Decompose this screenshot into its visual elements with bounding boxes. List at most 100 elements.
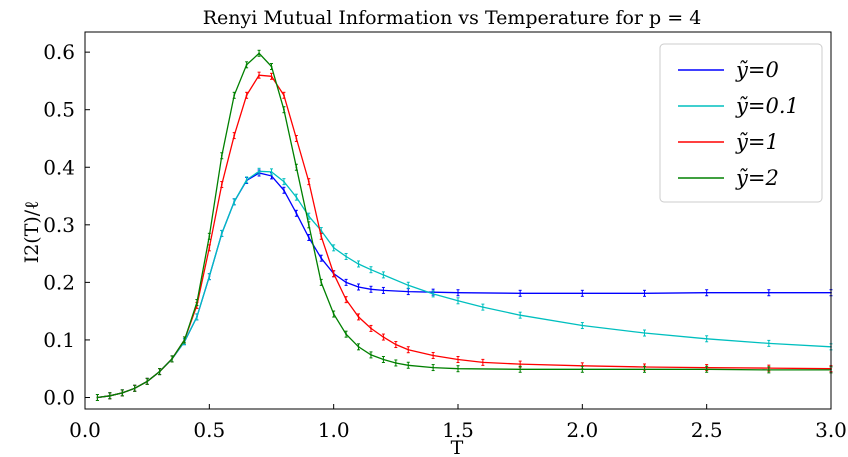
data-point <box>208 246 211 249</box>
data-point <box>133 387 136 390</box>
data-point <box>345 255 347 258</box>
data-point <box>121 391 124 394</box>
data-point <box>270 65 273 68</box>
data-point <box>432 366 435 369</box>
data-point <box>233 200 236 203</box>
data-point <box>357 345 360 348</box>
data-point <box>332 246 335 249</box>
series-line <box>97 52 831 399</box>
data-point <box>258 170 260 173</box>
x-axis: 0.0 0.5 1.0 1.5 2.0 2.5 3.0 <box>69 404 847 442</box>
data-point <box>519 368 522 371</box>
data-point <box>357 316 360 318</box>
data-point <box>407 284 410 287</box>
data-point <box>220 154 223 157</box>
data-point <box>283 189 285 192</box>
data-point <box>295 196 298 199</box>
data-point <box>382 336 385 338</box>
x-tick-label: 1.5 <box>442 418 474 442</box>
data-point <box>183 339 186 341</box>
data-point <box>171 358 173 360</box>
data-point <box>270 170 273 173</box>
data-point <box>307 180 310 183</box>
data-point <box>196 301 198 304</box>
data-point <box>382 273 385 276</box>
data-point <box>320 281 323 284</box>
x-tick-label: 1.0 <box>318 418 350 442</box>
data-point <box>320 229 323 232</box>
y-tick-label: 0.3 <box>43 213 75 237</box>
data-point <box>320 235 323 238</box>
data-point <box>307 236 310 239</box>
x-tick-label: 0.0 <box>69 418 101 442</box>
data-point <box>394 362 397 364</box>
data-point <box>705 337 708 340</box>
data-point <box>519 363 522 366</box>
data-point <box>457 291 459 294</box>
data-point <box>457 367 459 370</box>
data-point <box>196 316 198 318</box>
data-point <box>208 275 211 278</box>
legend-label: ỹ=1 <box>735 130 779 154</box>
data-point <box>307 223 310 226</box>
data-point <box>481 306 484 309</box>
data-point <box>370 327 372 330</box>
data-point <box>581 292 584 295</box>
data-point <box>208 235 211 238</box>
data-point <box>258 52 260 55</box>
series-1 <box>95 167 833 401</box>
data-point <box>146 380 149 383</box>
data-point <box>245 179 248 181</box>
data-point <box>345 298 347 301</box>
data-point <box>158 370 161 373</box>
x-tick-label: 2.5 <box>691 418 723 442</box>
data-point <box>407 364 410 367</box>
data-point <box>382 358 385 361</box>
chart-title: Renyi Mutual Information vs Temperature … <box>203 7 702 29</box>
data-point <box>283 180 285 183</box>
data-point <box>581 368 584 371</box>
data-point <box>407 348 410 351</box>
data-point <box>345 281 347 284</box>
data-point <box>705 291 708 294</box>
data-point <box>370 288 372 291</box>
data-point <box>432 354 435 357</box>
legend-label: ỹ=0 <box>735 58 779 82</box>
legend: ỹ=0 ỹ=0.1 ỹ=1 ỹ=2 <box>659 43 823 203</box>
x-tick-label: 3.0 <box>815 418 847 442</box>
data-point <box>233 134 236 137</box>
data-point <box>108 394 111 397</box>
data-point <box>432 292 435 295</box>
data-point <box>96 396 99 399</box>
y-tick-label: 0.1 <box>43 328 75 352</box>
data-point <box>245 94 248 97</box>
data-point <box>457 299 459 302</box>
data-point <box>370 268 372 271</box>
legend-label: ỹ=0.1 <box>735 94 799 118</box>
x-tick-label: 2.0 <box>566 418 598 442</box>
x-tick-label: 0.5 <box>193 418 225 442</box>
data-point <box>767 342 770 345</box>
plot-area <box>95 49 833 401</box>
legend-label: ỹ=2 <box>735 166 779 190</box>
data-point <box>581 324 584 327</box>
data-point <box>220 183 223 186</box>
data-point <box>519 314 522 317</box>
data-point <box>270 75 273 78</box>
data-point <box>295 212 298 215</box>
data-point <box>270 174 273 177</box>
series-3 <box>95 49 833 401</box>
data-point <box>220 232 223 235</box>
data-point <box>519 292 522 295</box>
y-axis-title: I2(T)/ℓ <box>21 201 43 264</box>
data-point <box>345 333 347 336</box>
data-point <box>283 108 285 111</box>
data-point <box>394 343 397 346</box>
y-tick-label: 0.4 <box>43 155 75 179</box>
series-line <box>97 172 831 399</box>
legend-box <box>659 43 823 203</box>
y-tick-label: 0.6 <box>43 40 75 64</box>
y-tick-label: 0.0 <box>43 385 75 409</box>
data-point <box>307 215 310 218</box>
